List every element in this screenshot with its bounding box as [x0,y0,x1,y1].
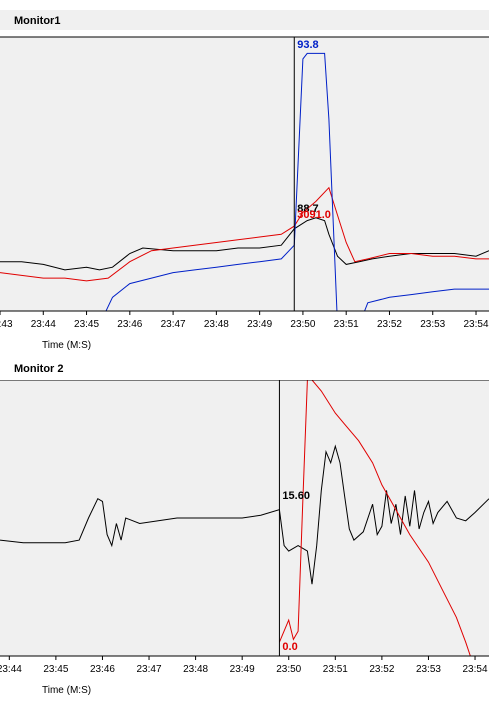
x-tick-label: 23:46 [117,319,142,330]
plot-area [0,37,489,311]
series-line-black [0,217,489,271]
x-tick-label: 23:53 [420,319,445,330]
monitor1-title: Monitor1 [14,15,61,27]
x-tick-label: 23:45 [43,664,68,675]
x-tick-label: 23:52 [377,319,402,330]
x-tick-label: 23:50 [290,319,315,330]
x-tick-label: 23:52 [369,664,394,675]
x-axis-title: Time (M:S) [42,685,91,696]
x-tick-label: 23:43 [0,319,13,330]
x-tick-label: 23:48 [183,664,208,675]
cursor-value-black: 15.60 [282,490,310,502]
x-tick-label: 23:45 [74,319,99,330]
x-tick-label: 23:47 [137,664,162,675]
monitor1-title-strip [0,10,489,30]
series-group [0,52,489,311]
monitor1-chart[interactable]: 23:43 23:44 23:45 23:46 23:47 23:48 23:49 23:50… [0,30,489,350]
series-line-red [0,186,489,282]
x-tick-label: 23:47 [161,319,186,330]
x-tick-label: 23:54 [463,664,488,675]
x-tick-label: 23:44 [0,664,22,675]
x-tick-label: 23:53 [416,664,441,675]
series-line-red [278,380,471,656]
cursor-value-black: 88.7 [297,203,318,215]
series-line-blue [105,52,489,311]
cursor-value-blue: 93.8 [297,39,318,51]
x-tick-label: 23:48 [204,319,229,330]
cursor-value-red: 3091.0 [297,209,331,221]
x-tick-label: 23:49 [230,664,255,675]
monitor2-panel: Monitor 2 23:44 23:45 23:46 23:47 23:48 23:49… [0,358,489,708]
x-tick-label: 23:54 [464,319,489,330]
x-tick-label: 23:51 [334,319,359,330]
series-line-black [0,444,489,585]
monitor1-panel: Monitor1 23:4323:4423:4523:4623:4723:482… [0,10,489,350]
monitor2-title: Monitor 2 [14,363,64,375]
x-axis-title: Time (M:S) [42,340,91,350]
cursor-value-red: 0.0 [282,641,297,653]
monitor2-title-strip [0,358,489,380]
x-tick-label: 23:44 [31,319,56,330]
x-tick-label: 23:46 [90,664,115,675]
x-tick-label: 23:51 [323,664,348,675]
series-group [0,380,489,656]
x-tick-label: 23:49 [247,319,272,330]
x-tick-label: 23:50 [276,664,301,675]
monitor2-chart[interactable]: 23:44 23:45 23:46 23:47 23:48 23:49 23:50 23:51… [0,380,489,705]
